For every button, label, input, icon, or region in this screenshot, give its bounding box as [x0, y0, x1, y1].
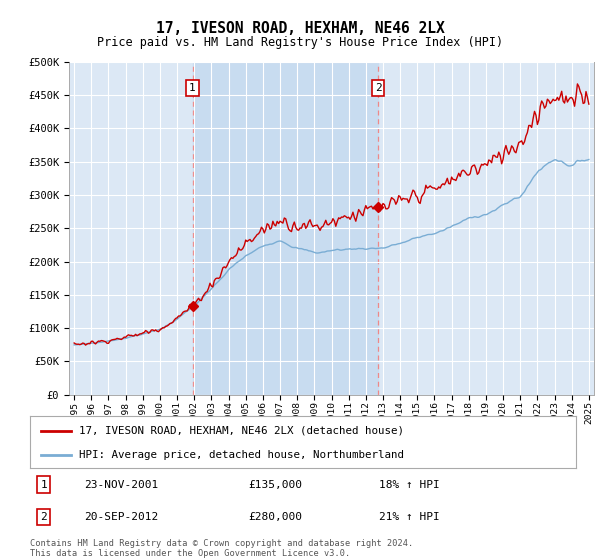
Text: 23-NOV-2001: 23-NOV-2001 — [85, 479, 159, 489]
Text: Contains HM Land Registry data © Crown copyright and database right 2024.
This d: Contains HM Land Registry data © Crown c… — [30, 539, 413, 558]
Text: HPI: Average price, detached house, Northumberland: HPI: Average price, detached house, Nort… — [79, 450, 404, 460]
Text: 17, IVESON ROAD, HEXHAM, NE46 2LX (detached house): 17, IVESON ROAD, HEXHAM, NE46 2LX (detac… — [79, 426, 404, 436]
Text: 17, IVESON ROAD, HEXHAM, NE46 2LX: 17, IVESON ROAD, HEXHAM, NE46 2LX — [155, 21, 445, 36]
Text: 1: 1 — [189, 83, 196, 94]
Text: Price paid vs. HM Land Registry's House Price Index (HPI): Price paid vs. HM Land Registry's House … — [97, 36, 503, 49]
Text: 1: 1 — [40, 479, 47, 489]
Bar — [193, 62, 378, 395]
Text: 18% ↑ HPI: 18% ↑ HPI — [379, 479, 440, 489]
Text: 20-SEP-2012: 20-SEP-2012 — [85, 512, 159, 522]
Text: 2: 2 — [375, 83, 382, 94]
Text: 2: 2 — [40, 512, 47, 522]
Text: £135,000: £135,000 — [248, 479, 302, 489]
Text: £280,000: £280,000 — [248, 512, 302, 522]
Text: 21% ↑ HPI: 21% ↑ HPI — [379, 512, 440, 522]
